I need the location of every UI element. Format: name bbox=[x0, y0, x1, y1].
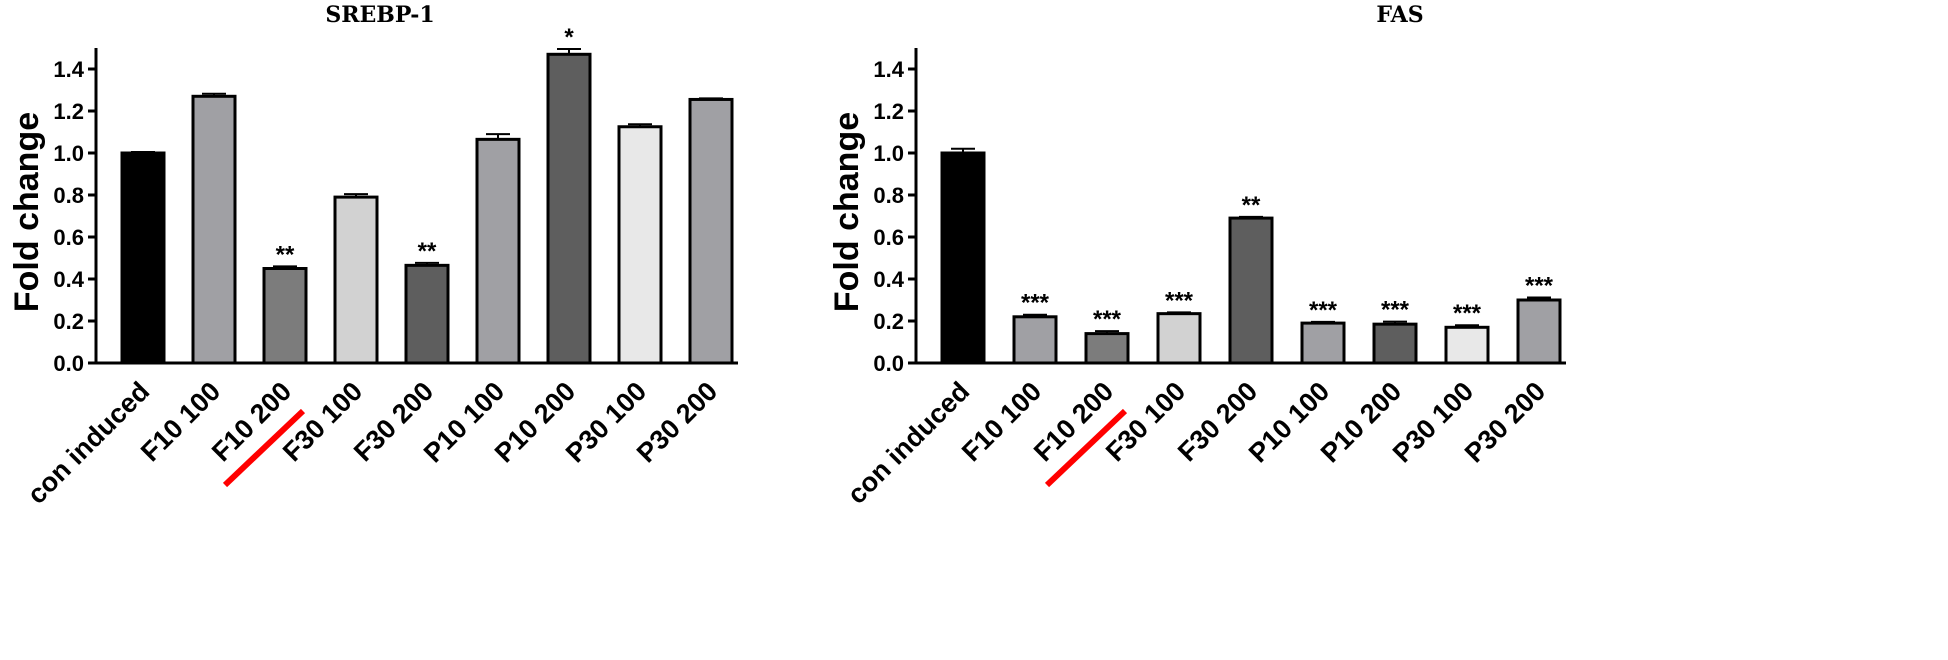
bar bbox=[688, 97, 734, 365]
bar bbox=[940, 151, 986, 365]
bar bbox=[1516, 298, 1562, 365]
bar bbox=[546, 52, 592, 365]
y-axis-title: Fold change bbox=[828, 112, 866, 312]
significance-label: * bbox=[564, 24, 574, 51]
y-tick-label: 0.4 bbox=[873, 267, 904, 292]
y-tick-label: 1.0 bbox=[53, 141, 84, 166]
y-tick-label: 1.4 bbox=[873, 57, 904, 82]
y-tick-label: 0.8 bbox=[53, 183, 84, 208]
y-tick-label: 1.2 bbox=[873, 99, 904, 124]
highlight-underline bbox=[222, 408, 306, 488]
x-tick-label: con induced bbox=[842, 376, 976, 510]
y-axis-title: Fold change bbox=[8, 112, 46, 312]
significance-label: *** bbox=[1525, 272, 1554, 299]
significance-label: ** bbox=[276, 241, 295, 268]
srebp1-panel: SREBP-1 Fold change 0.0 0.2 0.4 0.6 0.8 1.0 1.… bbox=[8, 2, 738, 510]
x-tick-label: F10 100 bbox=[956, 376, 1047, 467]
y-tick-label: 1.2 bbox=[53, 99, 84, 124]
significance-label: *** bbox=[1165, 287, 1194, 314]
bar bbox=[617, 125, 663, 365]
y-tick-label: 0.2 bbox=[873, 309, 904, 334]
significance-label: *** bbox=[1093, 306, 1122, 333]
bar bbox=[191, 94, 237, 365]
fas-panel: FAS Fold change 0.0 0.2 0.4 0.6 0.8 1.0 1.2 1.4… bbox=[828, 2, 1566, 510]
x-tick-label: con induced bbox=[22, 376, 156, 510]
y-tick-label: 1.0 bbox=[873, 141, 904, 166]
bar bbox=[404, 263, 450, 365]
bar bbox=[1228, 216, 1274, 365]
panel-title: FAS bbox=[1376, 2, 1423, 28]
significance-label: ** bbox=[1242, 192, 1261, 219]
y-tick-label: 1.4 bbox=[53, 57, 84, 82]
y-tick-label: 0.0 bbox=[53, 351, 84, 376]
bar bbox=[1012, 315, 1058, 365]
bar bbox=[475, 137, 521, 365]
panel-title: SREBP-1 bbox=[325, 2, 434, 28]
y-tick-label: 0.2 bbox=[53, 309, 84, 334]
bar bbox=[262, 267, 308, 365]
y-tick-label: 0.0 bbox=[873, 351, 904, 376]
bar bbox=[1084, 332, 1130, 365]
bar bbox=[1300, 321, 1346, 365]
y-tick-label: 0.6 bbox=[53, 225, 84, 250]
significance-label: *** bbox=[1309, 297, 1338, 324]
significance-label: ** bbox=[418, 238, 437, 265]
y-tick-label: 0.8 bbox=[873, 183, 904, 208]
significance-label: *** bbox=[1453, 300, 1482, 327]
x-tick-label: P30 200 bbox=[1459, 376, 1551, 468]
significance-label: *** bbox=[1381, 297, 1410, 324]
y-tick-label: 0.6 bbox=[873, 225, 904, 250]
bar bbox=[120, 151, 166, 365]
bar bbox=[1156, 312, 1202, 365]
highlight-underline bbox=[1044, 408, 1128, 488]
significance-label: *** bbox=[1021, 290, 1050, 317]
y-tick-label: 0.4 bbox=[53, 267, 84, 292]
x-tick-label: F10 200 bbox=[1028, 376, 1119, 467]
bar bbox=[1372, 322, 1418, 365]
bar bbox=[333, 195, 379, 365]
bar bbox=[1444, 325, 1490, 365]
